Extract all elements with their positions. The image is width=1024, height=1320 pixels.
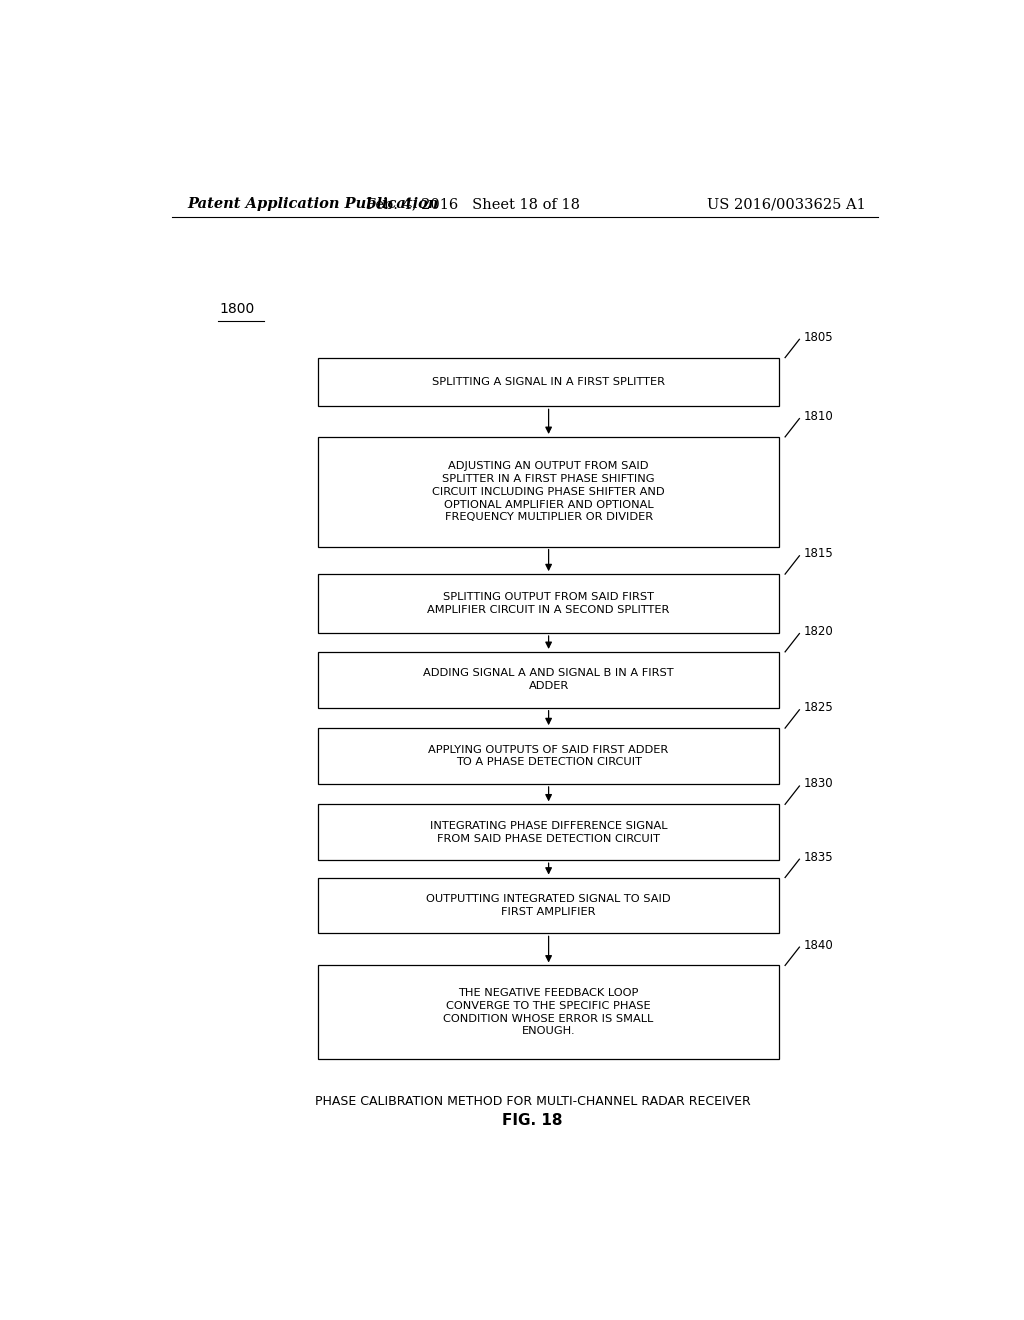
- Text: ADDING SIGNAL A AND SIGNAL B IN A FIRST
ADDER: ADDING SIGNAL A AND SIGNAL B IN A FIRST …: [423, 668, 674, 692]
- Text: 1835: 1835: [804, 850, 834, 863]
- Text: 1830: 1830: [804, 777, 834, 791]
- FancyBboxPatch shape: [318, 358, 778, 407]
- Text: Feb. 4, 2016   Sheet 18 of 18: Feb. 4, 2016 Sheet 18 of 18: [367, 197, 581, 211]
- Text: SPLITTING OUTPUT FROM SAID FIRST
AMPLIFIER CIRCUIT IN A SECOND SPLITTER: SPLITTING OUTPUT FROM SAID FIRST AMPLIFI…: [427, 593, 670, 615]
- Text: 1825: 1825: [804, 701, 834, 714]
- FancyBboxPatch shape: [318, 965, 778, 1059]
- Text: ADJUSTING AN OUTPUT FROM SAID
SPLITTER IN A FIRST PHASE SHIFTING
CIRCUIT INCLUDI: ADJUSTING AN OUTPUT FROM SAID SPLITTER I…: [432, 461, 665, 523]
- Text: 1820: 1820: [804, 626, 834, 638]
- Text: 1810: 1810: [804, 411, 834, 424]
- Text: 1815: 1815: [804, 548, 834, 560]
- Text: SPLITTING A SIGNAL IN A FIRST SPLITTER: SPLITTING A SIGNAL IN A FIRST SPLITTER: [432, 378, 666, 387]
- FancyBboxPatch shape: [318, 729, 778, 784]
- FancyBboxPatch shape: [318, 574, 778, 634]
- Text: 1800: 1800: [219, 302, 255, 315]
- Text: THE NEGATIVE FEEDBACK LOOP
CONVERGE TO THE SPECIFIC PHASE
CONDITION WHOSE ERROR : THE NEGATIVE FEEDBACK LOOP CONVERGE TO T…: [443, 987, 653, 1036]
- Text: US 2016/0033625 A1: US 2016/0033625 A1: [708, 197, 866, 211]
- Text: APPLYING OUTPUTS OF SAID FIRST ADDER
TO A PHASE DETECTION CIRCUIT: APPLYING OUTPUTS OF SAID FIRST ADDER TO …: [428, 744, 669, 767]
- FancyBboxPatch shape: [318, 878, 778, 933]
- FancyBboxPatch shape: [318, 652, 778, 708]
- Text: PHASE CALIBRATION METHOD FOR MULTI-CHANNEL RADAR RECEIVER: PHASE CALIBRATION METHOD FOR MULTI-CHANN…: [314, 1096, 751, 1107]
- Text: INTEGRATING PHASE DIFFERENCE SIGNAL
FROM SAID PHASE DETECTION CIRCUIT: INTEGRATING PHASE DIFFERENCE SIGNAL FROM…: [430, 821, 668, 843]
- Text: OUTPUTTING INTEGRATED SIGNAL TO SAID
FIRST AMPLIFIER: OUTPUTTING INTEGRATED SIGNAL TO SAID FIR…: [426, 894, 671, 917]
- Text: FIG. 18: FIG. 18: [503, 1114, 563, 1129]
- Text: Patent Application Publication: Patent Application Publication: [187, 197, 439, 211]
- Text: 1840: 1840: [804, 939, 834, 952]
- Text: 1805: 1805: [804, 331, 834, 343]
- FancyBboxPatch shape: [318, 804, 778, 861]
- FancyBboxPatch shape: [318, 437, 778, 546]
